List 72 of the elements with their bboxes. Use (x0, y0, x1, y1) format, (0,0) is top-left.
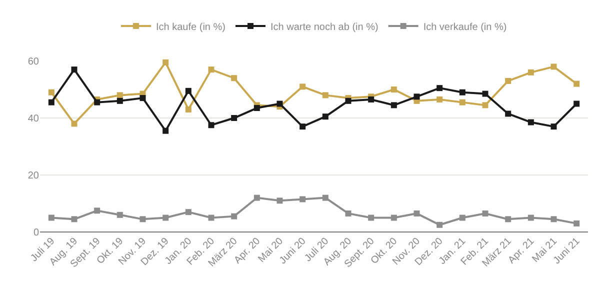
point (459, 89, 466, 96)
point (436, 85, 443, 92)
point (322, 114, 328, 120)
point (116, 212, 123, 218)
point (140, 95, 146, 102)
y-tick-label: 20 (28, 170, 40, 182)
point (459, 214, 466, 221)
point (459, 99, 466, 106)
point (185, 209, 192, 216)
point (208, 214, 214, 221)
point (300, 124, 306, 130)
point (140, 216, 146, 222)
point (94, 99, 100, 106)
point (276, 198, 283, 204)
point (414, 94, 420, 100)
point (482, 210, 488, 216)
point (505, 216, 512, 222)
point (322, 92, 328, 98)
point (94, 208, 100, 214)
point (505, 78, 512, 84)
point (528, 214, 534, 221)
y-tick-label: 60 (28, 56, 40, 68)
point (574, 80, 580, 87)
point (208, 66, 214, 73)
point (436, 96, 443, 102)
point (185, 106, 192, 112)
point (390, 214, 397, 221)
point (345, 210, 352, 216)
point (231, 75, 238, 82)
point (254, 194, 260, 201)
legend-label: Ich warte noch ab (in %) (270, 22, 378, 33)
point (368, 214, 374, 221)
point (390, 86, 397, 92)
point (528, 119, 534, 126)
point (300, 84, 306, 90)
point (116, 92, 123, 98)
point (254, 105, 260, 112)
point (390, 102, 397, 108)
point (574, 220, 580, 226)
point (231, 213, 238, 220)
point (185, 88, 192, 94)
point (162, 128, 169, 134)
point (414, 210, 420, 216)
point (71, 120, 78, 127)
legend-label: Ich verkaufe (in %) (423, 22, 507, 33)
point (482, 102, 488, 108)
point (71, 66, 78, 73)
point (550, 124, 557, 130)
point (162, 214, 169, 221)
y-tick-label: 0 (33, 228, 40, 238)
point (162, 59, 169, 66)
point (436, 222, 443, 228)
point (550, 216, 557, 222)
point (550, 64, 557, 70)
point (48, 89, 54, 96)
legend-label: Ich kaufe (in %) (156, 22, 226, 33)
y-tick-label: 40 (28, 114, 40, 124)
point (574, 100, 580, 107)
point (482, 90, 488, 97)
point (71, 216, 78, 222)
point (48, 214, 54, 221)
point (505, 110, 512, 117)
point (528, 69, 534, 76)
point (116, 98, 123, 104)
point (322, 194, 328, 201)
point (231, 115, 238, 121)
point (276, 100, 283, 107)
point (300, 196, 306, 202)
point (208, 122, 214, 128)
point (368, 96, 374, 102)
point (345, 98, 352, 104)
point (48, 99, 54, 106)
